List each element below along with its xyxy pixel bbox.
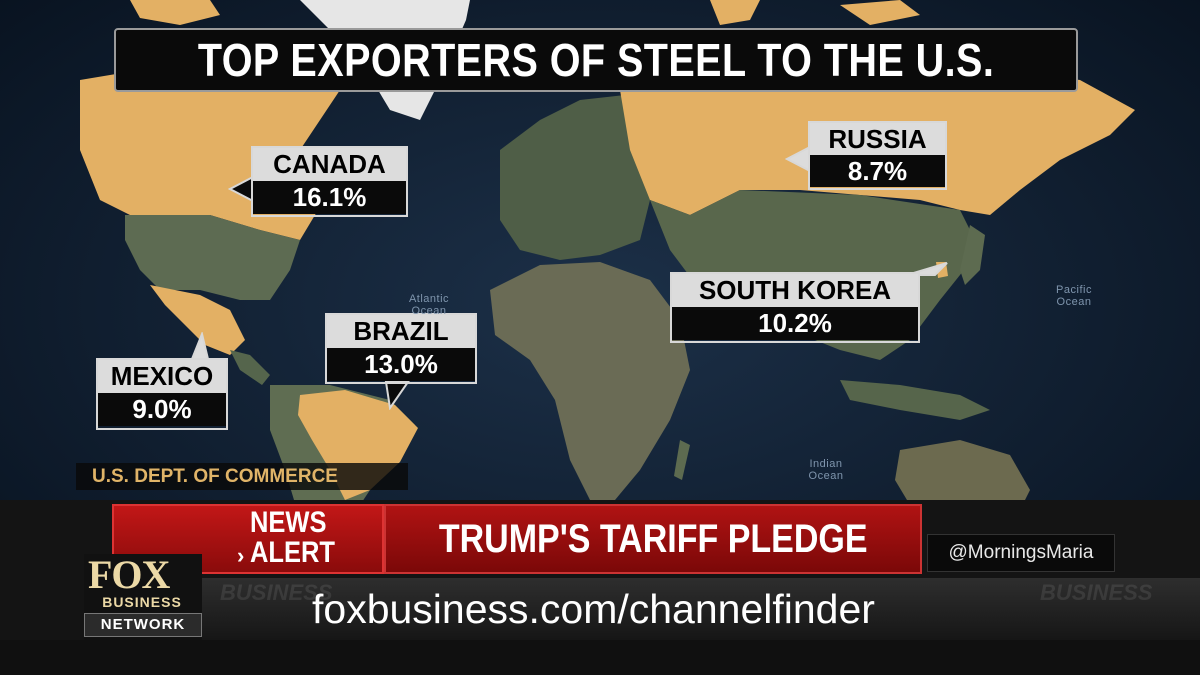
callout-country-name: BRAZIL: [327, 315, 475, 348]
callout-mexico: MEXICO 9.0%: [96, 358, 228, 430]
ticker-watermark: BUSINESS: [1040, 580, 1153, 605]
callout-brazil: BRAZIL 13.0%: [325, 313, 477, 384]
mexico-pointer: [190, 332, 210, 360]
atlantic-ocean-label: Atlantic Ocean: [408, 293, 450, 317]
callout-share-value: 16.1%: [253, 181, 406, 214]
twitter-handle-box: @MorningsMaria: [927, 534, 1115, 572]
callout-country-name: MEXICO: [98, 360, 226, 393]
callout-country-name: CANADA: [253, 148, 406, 181]
twitter-handle: @MorningsMaria: [948, 542, 1094, 563]
callout-canada: CANADA 16.1%: [251, 146, 408, 217]
europe-shape: [500, 95, 660, 260]
callout-south-korea: SOUTH KOREA 10.2%: [670, 272, 920, 343]
callout-share-value: 8.7%: [810, 155, 945, 187]
news-alert-label: NEWS ALERT: [250, 508, 335, 568]
callout-country-name: RUSSIA: [810, 123, 945, 155]
indonesia-shape: [840, 380, 990, 420]
ticker-url: foxbusiness.com/channelfinder: [312, 586, 875, 632]
news-alert-line1: NEWS: [250, 506, 327, 539]
callout-country-name: SOUTH KOREA: [672, 274, 918, 307]
japan-shape: [960, 225, 985, 285]
headline-text: TRUMP'S TARIFF PLEDGE: [438, 516, 868, 561]
title-banner: TOP EXPORTERS OF STEEL TO THE U.S.: [114, 28, 1078, 92]
news-alert-line2: ALERT: [250, 536, 335, 569]
mexico-shape: [150, 285, 245, 355]
africa-shape: [490, 262, 690, 500]
callout-share-value: 13.0%: [327, 348, 475, 381]
callout-share-value: 9.0%: [98, 393, 226, 426]
bottom-strip: [0, 640, 1200, 675]
ticker-watermark: BUSINESS: [220, 580, 333, 605]
siberian-island-shape: [840, 0, 920, 25]
logo-business-wordmark: BUSINESS: [102, 594, 182, 610]
logo-fox-wordmark: FOX: [88, 552, 170, 597]
source-credit: U.S. DEPT. OF COMMERCE: [76, 463, 408, 490]
arctic-island-shape: [130, 0, 220, 25]
indian-ocean-label: Indian Ocean: [808, 458, 844, 482]
callout-russia: RUSSIA 8.7%: [808, 121, 947, 190]
madagascar-shape: [674, 440, 690, 480]
ticker-bar: [200, 578, 1200, 640]
central-america-shape: [230, 350, 270, 385]
pacific-ocean-label: Pacific Ocean: [1056, 284, 1092, 308]
usa-shape: [125, 215, 300, 300]
logo-network-label: NETWORK: [84, 613, 202, 637]
headline-banner: TRUMP'S TARIFF PLEDGE: [384, 504, 922, 574]
brazil-pointer: [384, 381, 410, 410]
australia-shape: [895, 440, 1030, 515]
svalbard-shape: [710, 0, 760, 25]
callout-share-value: 10.2%: [672, 307, 918, 340]
map-title: TOP EXPORTERS OF STEEL TO THE U.S.: [197, 34, 995, 86]
chevron-right-icon: ›: [237, 543, 245, 568]
